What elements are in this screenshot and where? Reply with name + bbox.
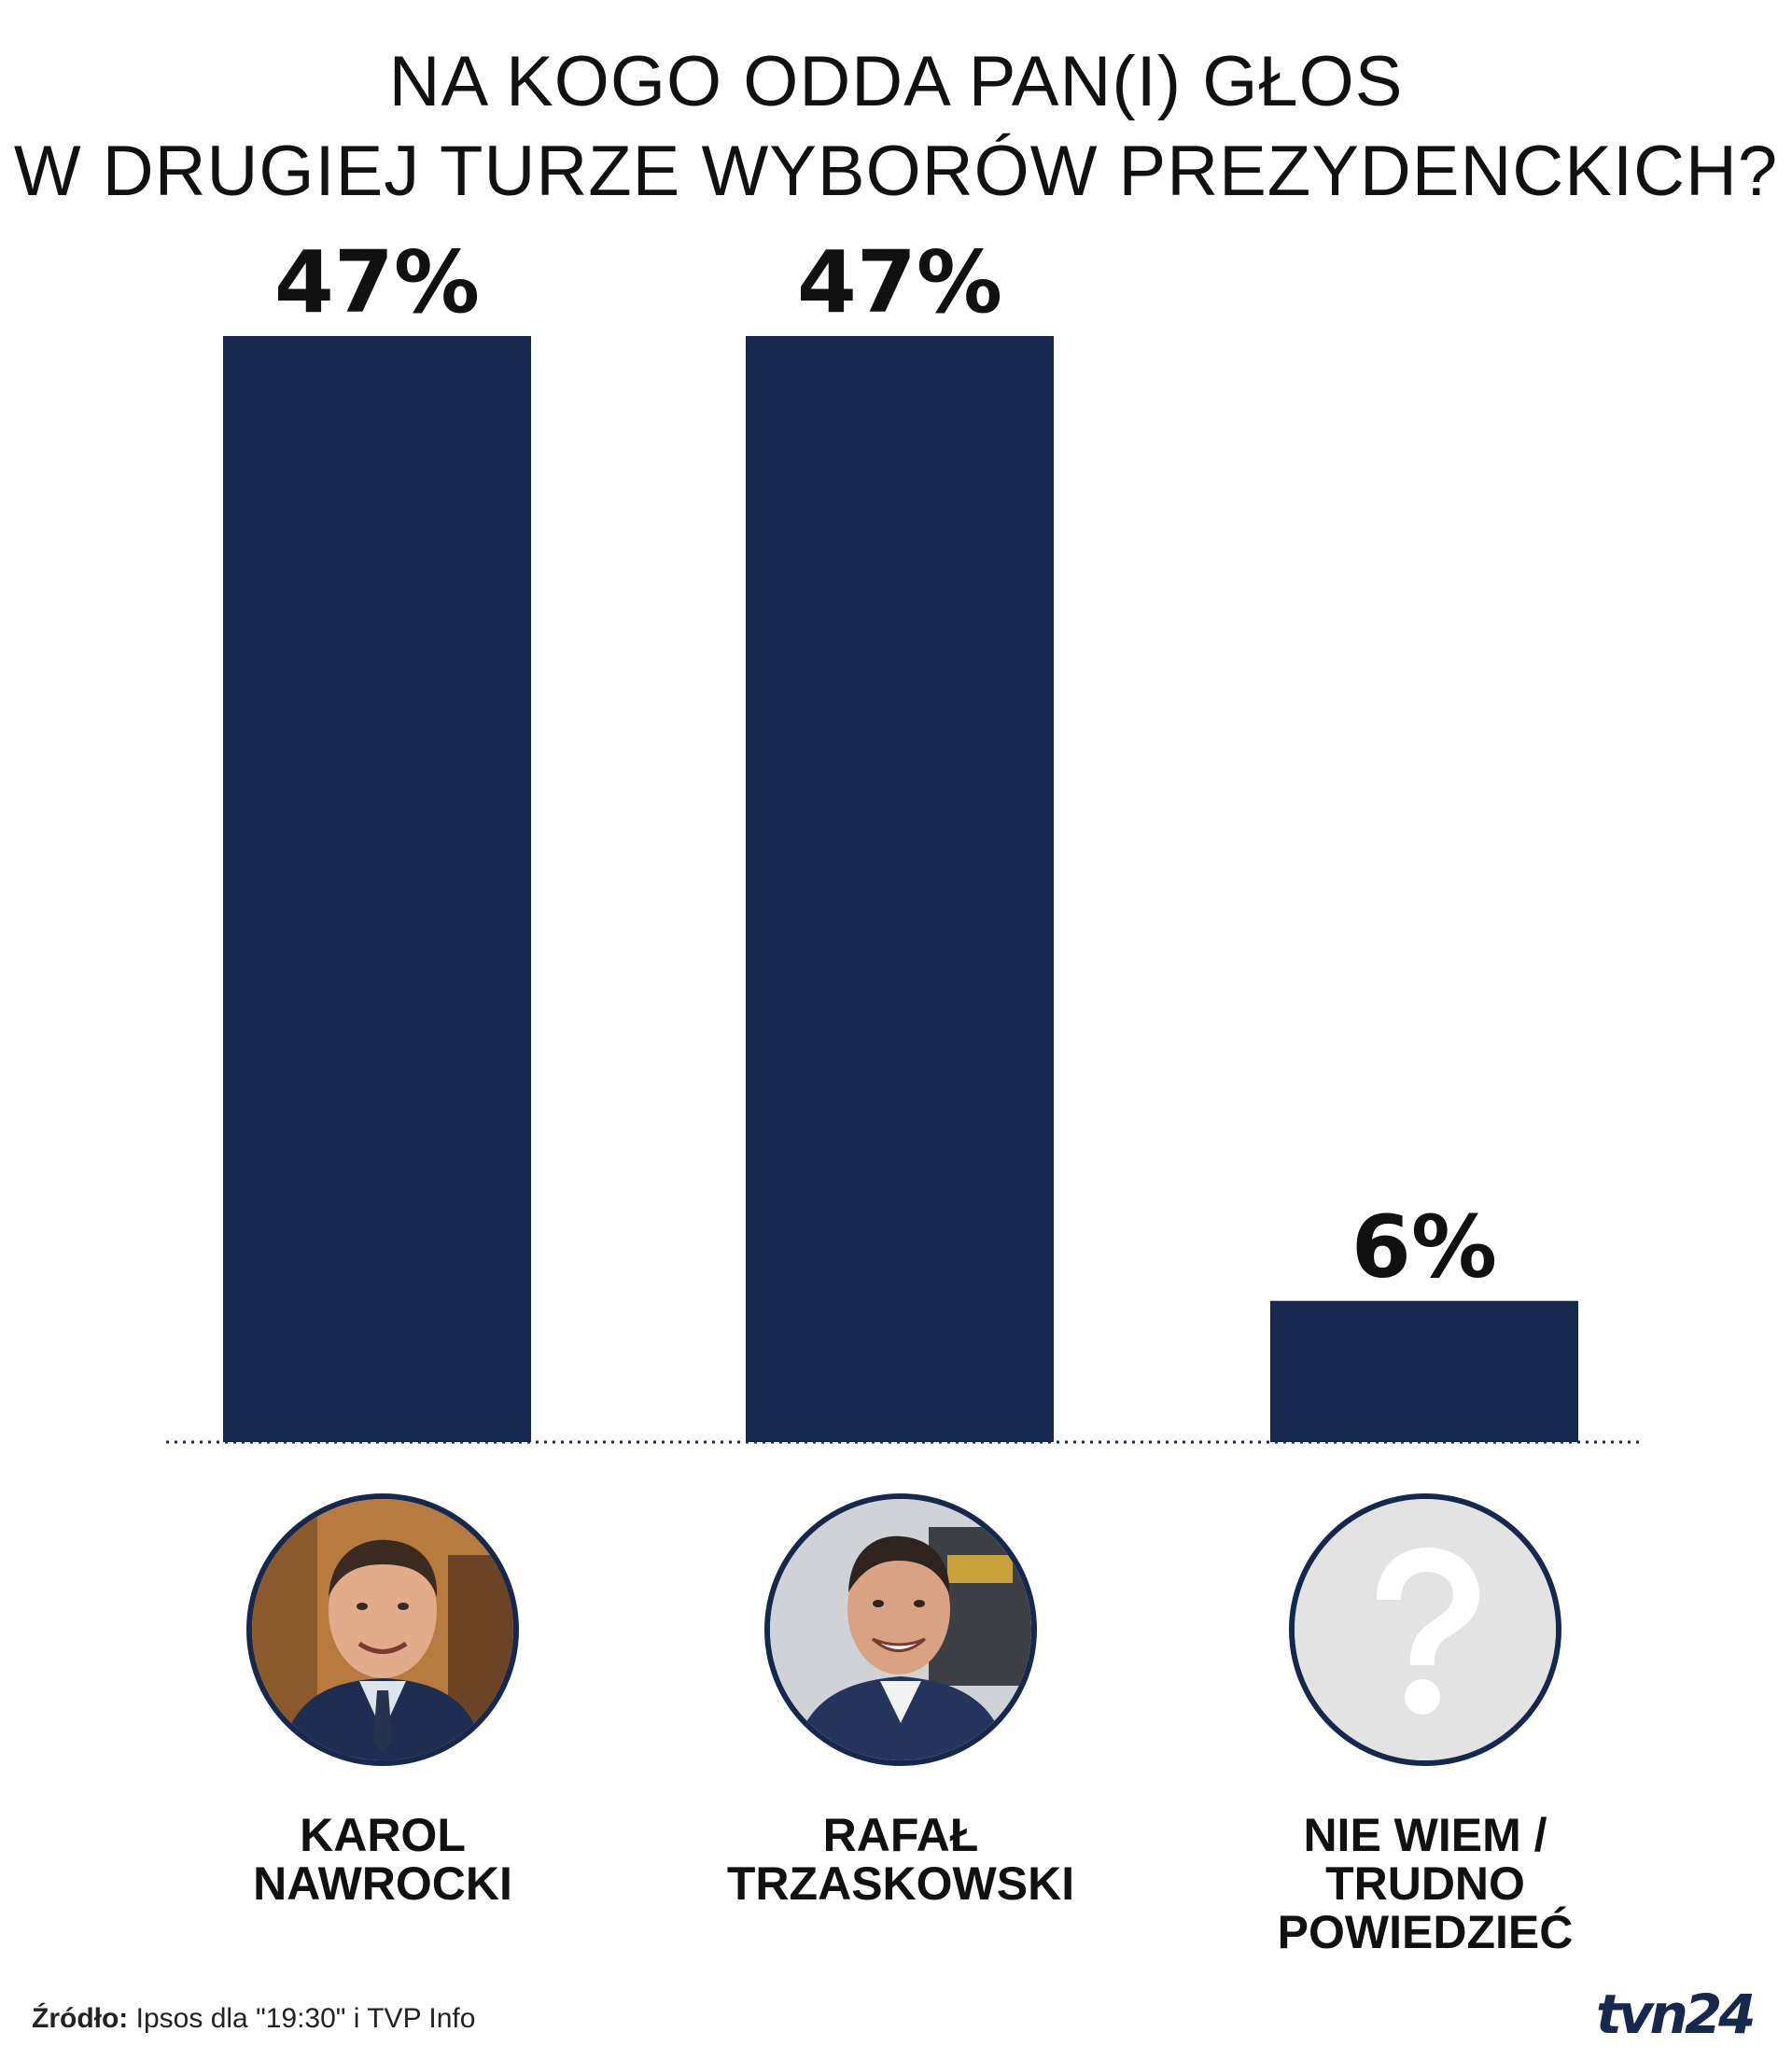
chart-title: NA KOGO ODDA PAN(I) GŁOS W DRUGIEJ TURZE… (0, 37, 1792, 217)
label-unknown: NIE WIEM / TRUDNO POWIEDZIEĆ (1211, 1811, 1640, 1956)
portrait-photo-nawrocki (252, 1499, 513, 1760)
bar-2 (746, 336, 1054, 1442)
label-karol-nawrocki: KAROL NAWROCKI (168, 1811, 597, 1908)
value-label-1: 47% (274, 232, 480, 332)
bar-1 (223, 336, 531, 1442)
label-line-2: TRZASKOWSKI (726, 1857, 1075, 1910)
label-line-1: RAFAŁ (822, 1809, 979, 1861)
portrait-photo-trzaskowski (770, 1499, 1031, 1760)
label-line-1: KAROL (300, 1809, 466, 1861)
label-line-2: TRUDNO (1325, 1857, 1525, 1910)
label-line-2: NAWROCKI (253, 1857, 512, 1910)
avatar-rafal-trzaskowski (764, 1493, 1037, 1766)
source-text: Ipsos dla "19:30" i TVP Info (135, 2003, 476, 2034)
chart-title-line-1: NA KOGO ODDA PAN(I) GŁOS (388, 42, 1404, 121)
source-note: Źródło: Ipsos dla "19:30" i TVP Info (32, 2003, 475, 2035)
avatar-karol-nawrocki (246, 1493, 519, 1766)
avatar-unknown (1289, 1493, 1561, 1766)
bar-chart: 47% 47% 6% (166, 232, 1643, 1444)
bars-layer: 47% 47% 6% (223, 232, 1578, 1442)
label-rafal-trzaskowski: RAFAŁ TRZASKOWSKI (686, 1811, 1115, 1908)
chart-title-line-2: W DRUGIEJ TURZE WYBORÓW PREZYDENCKICH? (13, 132, 1779, 211)
tvn24-logo: tvn24 (1596, 1983, 1757, 2046)
label-line-1: NIE WIEM / (1303, 1809, 1547, 1861)
bar-3 (1270, 1300, 1578, 1442)
source-label: Źródło: (32, 2003, 129, 2034)
value-label-2: 47% (797, 232, 1002, 332)
value-label-3: 6% (1351, 1198, 1497, 1297)
label-line-3: POWIEDZIEĆ (1277, 1906, 1574, 1958)
question-mark-icon (1295, 1499, 1556, 1760)
